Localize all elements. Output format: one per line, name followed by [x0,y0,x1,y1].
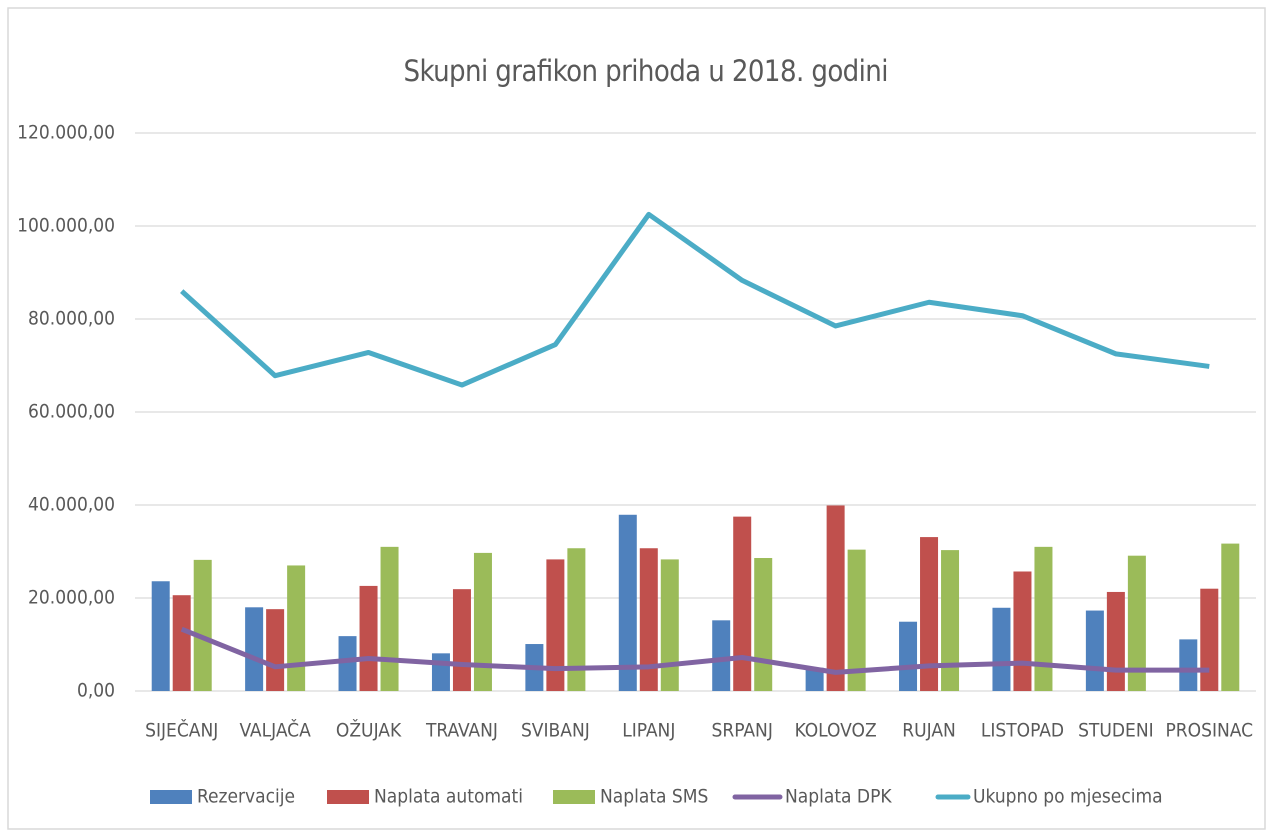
bar [1179,639,1198,691]
x-tick-label: SVIBANJ [521,720,590,742]
bar [992,607,1011,691]
bar [920,537,939,691]
bar [359,585,378,691]
bar [618,514,637,691]
bar [1085,610,1104,691]
legend-marker [553,790,595,804]
x-tick-label: SRPANJ [712,720,773,742]
x-tick-label: OŽUJAK [336,719,402,742]
legend-label: Ukupno po mjesecima [973,786,1163,808]
bar [660,559,679,691]
legend-marker [327,790,369,804]
bar [193,559,212,691]
bar [338,636,357,691]
bar [899,621,918,691]
y-tick-label: 0,00 [77,680,115,702]
legend-label: Naplata DPK [785,786,892,808]
chart-title: Skupni grafikon prihoda u 2018. godini [404,54,889,88]
bar [1106,591,1125,691]
bar [546,559,565,691]
y-tick-label: 60.000,00 [28,401,115,423]
x-tick-label: TRAVANJ [425,720,498,742]
x-tick-label: RUJAN [902,720,956,742]
bar [245,607,264,691]
bar [172,595,191,691]
x-tick-label: LIPANJ [622,720,675,742]
bar [266,609,285,691]
bar [754,558,773,691]
x-tick-label: PROSINAC [1165,720,1253,742]
bar [712,620,731,691]
x-tick-label: LISTOPAD [981,720,1064,742]
bar [380,546,399,691]
line [180,211,1210,388]
bar [452,589,471,691]
y-tick-label: 100.000,00 [17,215,115,237]
legend-label: Naplata SMS [600,786,708,808]
legend-label: Naplata automati [374,786,523,808]
bar [151,581,170,691]
bar [826,505,845,691]
chart-frame [7,7,1266,830]
x-tick-label: SIJEČANJ [145,718,218,742]
line [180,626,1210,675]
y-tick-label: 80.000,00 [28,308,115,330]
bar [1034,546,1053,691]
bar [847,549,866,691]
bar [1013,571,1032,691]
bar [1200,588,1219,691]
y-tick-label: 40.000,00 [28,494,115,516]
bar [567,548,586,691]
bar [639,548,658,691]
bar [941,550,960,691]
y-tick-label: 20.000,00 [28,587,115,609]
bar [805,667,824,691]
y-tick-label: 120.000,00 [17,122,115,144]
bar [287,565,306,691]
bar [1127,555,1146,691]
bar [1221,543,1240,691]
bar [431,653,450,691]
x-tick-label: VALJAČA [239,718,311,742]
legend-label: Rezervacije [197,786,295,808]
x-tick-label: STUDENI [1078,720,1154,742]
bar [733,516,752,691]
x-tick-label: KOLOVOZ [795,720,877,742]
legend-marker [150,790,192,804]
bar [473,552,492,691]
